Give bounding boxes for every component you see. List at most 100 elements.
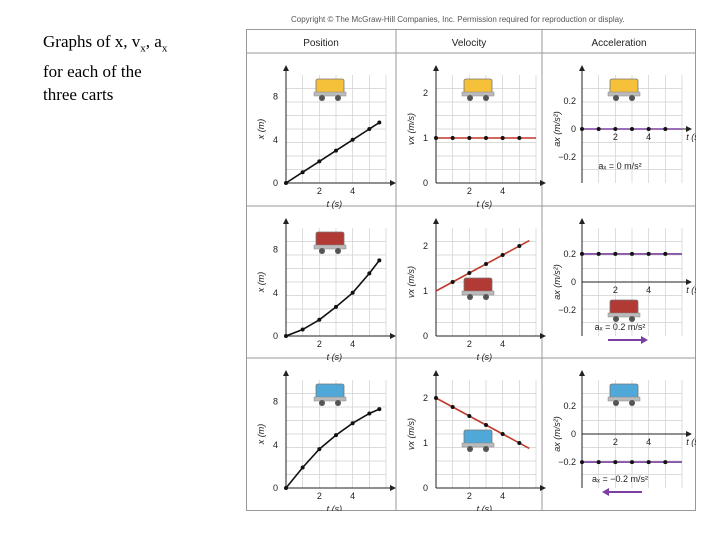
column-header-position: Position <box>303 38 339 49</box>
data-point <box>663 127 668 131</box>
x-axis-label: t (s) <box>686 285 696 295</box>
panel-acceleration-row2: 0.2 0 −0.2 2 4 t (s) ax (m/s²) aₓ = 0.2 m/s² <box>552 218 696 344</box>
y-axis-arrow <box>579 370 585 376</box>
y-axis-arrow <box>283 370 289 376</box>
y-axis-arrow <box>283 218 289 224</box>
x-tick-label: 2 <box>317 186 322 196</box>
cart-wheel <box>629 400 635 406</box>
cart-base <box>313 244 347 250</box>
y-tick-label: 0.2 <box>563 249 576 259</box>
data-point <box>284 334 288 338</box>
direction-arrow-head <box>602 488 609 496</box>
column-header-velocity: Velocity <box>452 38 486 49</box>
data-point <box>646 460 651 465</box>
data-point <box>580 127 584 131</box>
data-point <box>517 136 522 140</box>
y-tick-label: 4 <box>273 135 278 145</box>
data-point <box>630 127 634 131</box>
cart-wheel <box>483 95 489 101</box>
data-point <box>350 421 355 426</box>
y-tick-label: 0 <box>571 124 576 134</box>
data-point <box>500 136 505 140</box>
x-tick-label: 4 <box>500 491 505 501</box>
y-tick-label: 4 <box>273 288 278 298</box>
data-point <box>580 251 584 256</box>
y-axis-arrow <box>579 65 585 71</box>
x-axis-label: t (s) <box>686 437 696 447</box>
data-point <box>367 271 372 276</box>
cart-wheel <box>613 400 619 406</box>
data-point <box>663 460 668 465</box>
y-tick-label: 0 <box>273 178 278 188</box>
caption-sub-x: x <box>140 42 146 55</box>
y-axis-label: vx (m/s) <box>406 266 416 298</box>
data-point <box>367 127 372 131</box>
x-axis-arrow <box>540 333 546 339</box>
y-axis-label: x (m) <box>256 424 266 446</box>
data-point <box>434 396 438 400</box>
x-axis-arrow <box>686 279 692 285</box>
y-axis-label: ax (m/s²) <box>552 264 562 300</box>
caption-mid: , a <box>145 32 162 51</box>
data-point <box>663 251 668 256</box>
data-point <box>467 136 472 140</box>
data-point <box>646 251 651 256</box>
data-point <box>377 120 382 125</box>
cart-wheel <box>613 95 619 101</box>
x-axis-arrow <box>390 180 396 186</box>
y-axis-label: vx (m/s) <box>406 113 416 145</box>
y-tick-label: 1 <box>423 438 428 448</box>
data-point <box>517 244 522 248</box>
cart-wheel <box>483 294 489 300</box>
x-tick-label: 2 <box>317 339 322 349</box>
data-point <box>580 460 584 465</box>
data-point <box>613 460 618 465</box>
slide-caption: Graphs of x, vx, ax for each of the thre… <box>43 30 218 106</box>
cart-wheel <box>629 95 635 101</box>
x-axis-label: t (s) <box>477 352 493 362</box>
y-tick-label: 8 <box>273 397 278 407</box>
y-tick-label: −0.2 <box>558 457 576 467</box>
x-axis-label: t (s) <box>327 199 343 209</box>
data-point <box>317 159 322 164</box>
data-point <box>613 251 618 256</box>
y-tick-label: 2 <box>423 393 428 403</box>
panel-acceleration-row3: 0.2 0 −0.2 2 4 t (s) ax (m/s²) aₓ = −0.2 m/s² <box>552 370 696 496</box>
data-point <box>300 327 305 332</box>
caption-line2: for each of the <box>43 62 142 82</box>
y-tick-label: 0 <box>423 331 428 341</box>
y-tick-label: 8 <box>273 92 278 102</box>
data-point <box>300 170 305 175</box>
data-point <box>467 271 472 275</box>
data-point <box>350 290 355 295</box>
x-tick-label: 4 <box>350 339 355 349</box>
x-tick-label: 2 <box>467 186 472 196</box>
x-tick-label: 2 <box>467 491 472 501</box>
y-axis-label: x (m) <box>256 272 266 294</box>
y-axis-label: ax (m/s²) <box>552 111 562 147</box>
y-tick-label: 0.2 <box>563 96 576 106</box>
x-tick-label: 4 <box>646 132 651 142</box>
cart-wheel <box>467 95 473 101</box>
data-point <box>630 251 634 256</box>
data-point <box>450 136 455 140</box>
x-axis-label: t (s) <box>477 199 493 209</box>
x-tick-label: 2 <box>613 132 618 142</box>
caption-line1: Graphs of x, v <box>43 32 141 51</box>
x-axis-arrow <box>390 485 396 491</box>
x-tick-label: 4 <box>500 339 505 349</box>
cart-base <box>461 290 495 296</box>
cart-base <box>607 91 641 97</box>
cart-base <box>607 312 641 318</box>
panel-acceleration-row1: 0.2 0 −0.2 2 4 t (s) ax (m/s²) aₓ = 0 m/s² <box>552 65 696 183</box>
data-point <box>317 317 322 322</box>
cart-wheel <box>467 294 473 300</box>
y-tick-label: 1 <box>423 133 428 143</box>
data-point <box>300 465 305 470</box>
data-point <box>317 447 322 452</box>
data-point <box>596 460 601 465</box>
y-tick-label: 0 <box>571 429 576 439</box>
cart-motion-figure: Position Velocity Acceleration 0 4 8 2 4 t (s) x … <box>246 29 696 511</box>
panel-velocity-row3: 0 1 2 2 4 t (s) vx (m/s) <box>406 370 546 511</box>
y-tick-label: 2 <box>423 88 428 98</box>
